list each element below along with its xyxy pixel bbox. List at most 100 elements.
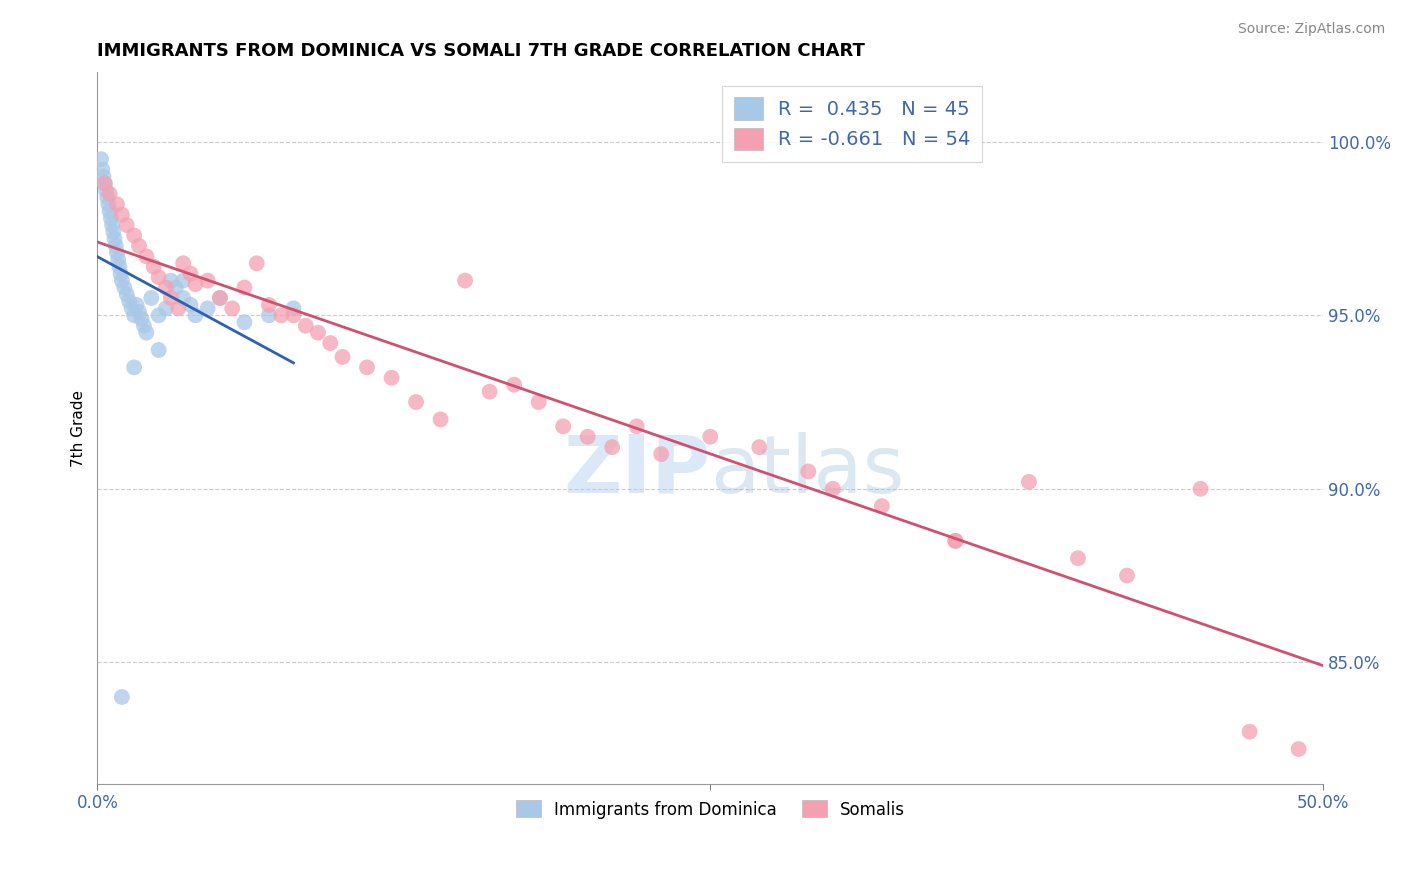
Point bbox=[699, 430, 721, 444]
Point bbox=[197, 274, 219, 288]
Y-axis label: 7th Grade: 7th Grade bbox=[72, 390, 86, 467]
Point bbox=[100, 211, 122, 226]
Point bbox=[405, 395, 427, 409]
Point bbox=[1288, 742, 1310, 756]
Point bbox=[197, 301, 219, 316]
Point bbox=[172, 274, 194, 288]
Point bbox=[131, 311, 153, 326]
Point bbox=[135, 249, 157, 263]
Point bbox=[870, 499, 893, 513]
Point bbox=[122, 360, 145, 375]
Point bbox=[179, 267, 201, 281]
Point bbox=[257, 298, 280, 312]
Point bbox=[128, 239, 150, 253]
Point bbox=[108, 260, 131, 274]
Point bbox=[97, 197, 120, 211]
Point bbox=[294, 318, 316, 333]
Point bbox=[101, 218, 124, 232]
Point bbox=[93, 169, 115, 184]
Point bbox=[257, 308, 280, 322]
Point bbox=[650, 447, 672, 461]
Point bbox=[90, 152, 112, 166]
Point bbox=[179, 298, 201, 312]
Point bbox=[246, 256, 269, 270]
Point bbox=[93, 177, 115, 191]
Point bbox=[122, 228, 145, 243]
Point bbox=[155, 301, 177, 316]
Point bbox=[1067, 551, 1090, 566]
Point bbox=[429, 412, 451, 426]
Point bbox=[91, 162, 114, 177]
Point bbox=[332, 350, 354, 364]
Point bbox=[132, 318, 155, 333]
Point bbox=[283, 308, 305, 322]
Point bbox=[270, 308, 292, 322]
Point bbox=[478, 384, 501, 399]
Point bbox=[797, 465, 820, 479]
Point bbox=[122, 308, 145, 322]
Point bbox=[135, 326, 157, 340]
Point bbox=[1189, 482, 1212, 496]
Point bbox=[110, 267, 132, 281]
Point bbox=[104, 239, 127, 253]
Text: ZIP: ZIP bbox=[562, 432, 710, 509]
Point bbox=[165, 280, 187, 294]
Point bbox=[128, 305, 150, 319]
Point bbox=[1116, 568, 1139, 582]
Point bbox=[98, 204, 121, 219]
Point bbox=[184, 277, 207, 291]
Point bbox=[1239, 724, 1261, 739]
Point bbox=[105, 245, 128, 260]
Point bbox=[155, 280, 177, 294]
Point bbox=[111, 690, 134, 704]
Point bbox=[576, 430, 599, 444]
Point bbox=[454, 274, 477, 288]
Point bbox=[107, 252, 129, 267]
Text: atlas: atlas bbox=[710, 432, 904, 509]
Point bbox=[167, 301, 190, 316]
Point bbox=[553, 419, 575, 434]
Point bbox=[748, 440, 770, 454]
Point bbox=[148, 343, 170, 357]
Point bbox=[115, 218, 138, 232]
Point bbox=[184, 308, 207, 322]
Point bbox=[111, 208, 134, 222]
Point bbox=[98, 186, 121, 201]
Point bbox=[103, 232, 125, 246]
Point bbox=[945, 533, 967, 548]
Point bbox=[103, 225, 125, 239]
Point bbox=[319, 336, 342, 351]
Point bbox=[307, 326, 329, 340]
Point bbox=[115, 287, 138, 301]
Point bbox=[503, 377, 526, 392]
Point bbox=[172, 256, 194, 270]
Point bbox=[356, 360, 378, 375]
Point bbox=[141, 291, 163, 305]
Point bbox=[112, 280, 135, 294]
Point bbox=[233, 280, 256, 294]
Point bbox=[96, 190, 118, 204]
Point bbox=[821, 482, 844, 496]
Text: Source: ZipAtlas.com: Source: ZipAtlas.com bbox=[1237, 22, 1385, 37]
Point bbox=[172, 291, 194, 305]
Point bbox=[121, 301, 143, 316]
Point bbox=[142, 260, 165, 274]
Point bbox=[94, 183, 117, 197]
Point bbox=[208, 291, 231, 305]
Point bbox=[600, 440, 623, 454]
Point bbox=[148, 308, 170, 322]
Legend: Immigrants from Dominica, Somalis: Immigrants from Dominica, Somalis bbox=[509, 794, 911, 825]
Point bbox=[380, 371, 402, 385]
Point bbox=[945, 533, 967, 548]
Point bbox=[283, 301, 305, 316]
Text: IMMIGRANTS FROM DOMINICA VS SOMALI 7TH GRADE CORRELATION CHART: IMMIGRANTS FROM DOMINICA VS SOMALI 7TH G… bbox=[97, 42, 865, 60]
Point bbox=[1018, 475, 1040, 489]
Point bbox=[626, 419, 648, 434]
Point bbox=[118, 294, 141, 309]
Point bbox=[125, 298, 148, 312]
Point bbox=[221, 301, 243, 316]
Point bbox=[208, 291, 231, 305]
Point bbox=[105, 197, 128, 211]
Point bbox=[111, 274, 134, 288]
Point bbox=[233, 315, 256, 329]
